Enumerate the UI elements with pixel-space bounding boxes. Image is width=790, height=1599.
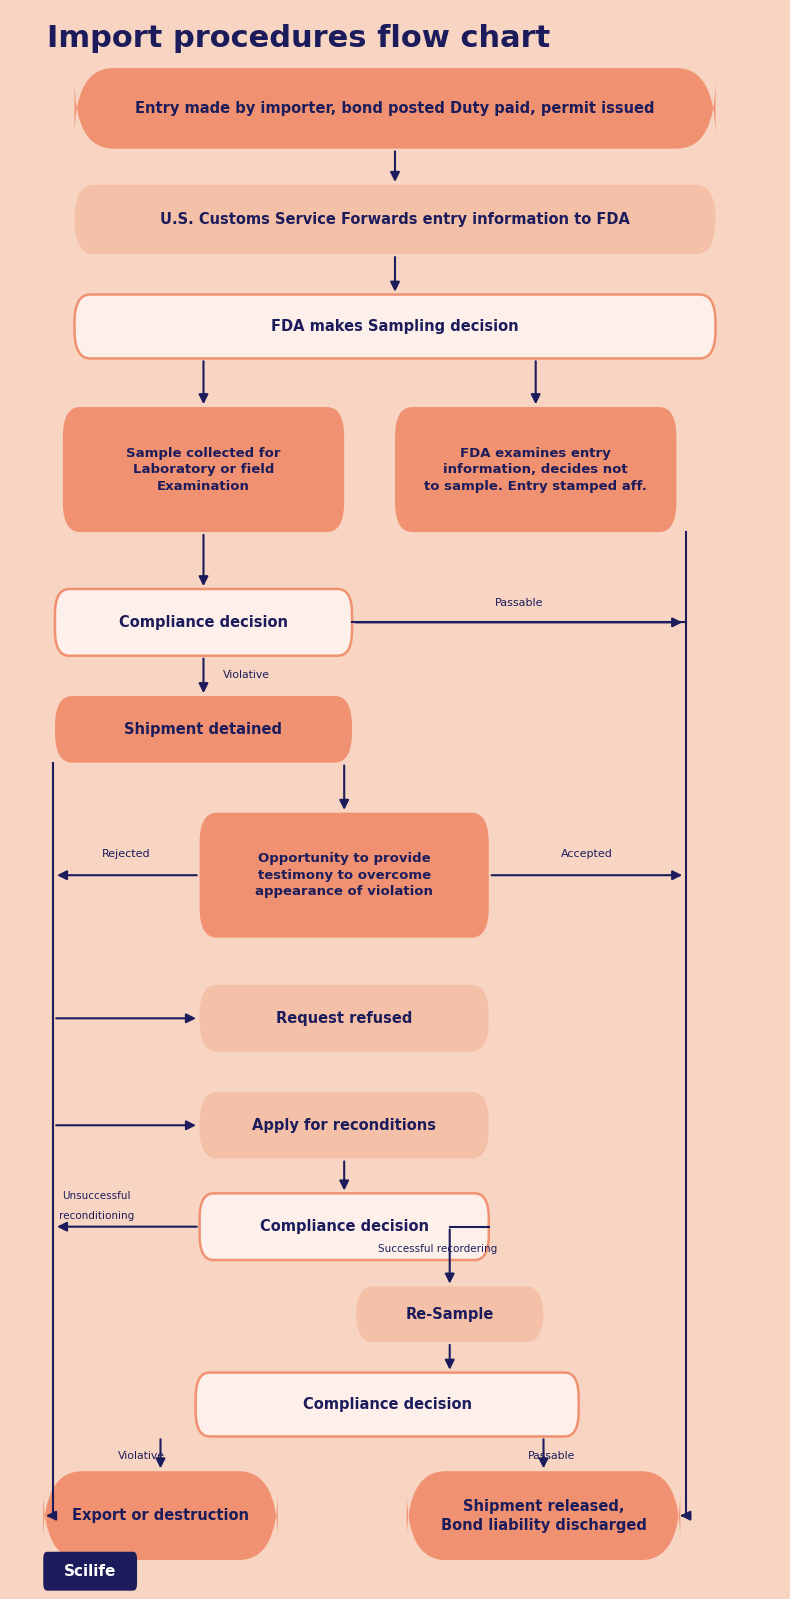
Text: Rejected: Rejected [102,849,151,859]
Text: FDA makes Sampling decision: FDA makes Sampling decision [271,318,519,334]
Text: Scilife: Scilife [64,1564,116,1578]
Text: reconditioning: reconditioning [58,1210,134,1220]
FancyBboxPatch shape [200,1092,489,1159]
Text: Import procedures flow chart: Import procedures flow chart [47,24,551,53]
FancyBboxPatch shape [196,1372,579,1436]
Text: Export or destruction: Export or destruction [72,1508,249,1524]
FancyBboxPatch shape [62,408,344,532]
FancyBboxPatch shape [200,985,489,1052]
FancyBboxPatch shape [395,408,676,532]
Text: Passable: Passable [528,1450,575,1461]
Text: Compliance decision: Compliance decision [260,1218,429,1234]
Text: U.S. Customs Service Forwards entry information to FDA: U.S. Customs Service Forwards entry info… [160,213,630,227]
FancyBboxPatch shape [43,1471,278,1561]
Text: Compliance decision: Compliance decision [119,616,288,630]
FancyBboxPatch shape [74,294,716,358]
Text: Successful recordering: Successful recordering [378,1244,498,1254]
Text: Compliance decision: Compliance decision [303,1398,472,1412]
Text: Violative: Violative [118,1450,164,1461]
FancyBboxPatch shape [356,1287,544,1342]
Text: Unsuccessful: Unsuccessful [62,1191,130,1201]
FancyBboxPatch shape [43,1551,137,1591]
FancyBboxPatch shape [200,1193,489,1260]
Text: Shipment released,
Bond liability discharged: Shipment released, Bond liability discha… [441,1498,646,1533]
FancyBboxPatch shape [74,69,716,149]
Text: Re-Sample: Re-Sample [405,1306,494,1322]
Text: Entry made by importer, bond posted Duty paid, permit issued: Entry made by importer, bond posted Duty… [135,101,655,115]
Text: FDA examines entry
information, decides not
to sample. Entry stamped aff.: FDA examines entry information, decides … [424,446,647,492]
Text: Request refused: Request refused [276,1011,412,1027]
FancyBboxPatch shape [55,588,352,656]
Text: Accepted: Accepted [562,849,613,859]
FancyBboxPatch shape [74,185,716,254]
Text: Apply for reconditions: Apply for reconditions [252,1118,436,1132]
FancyBboxPatch shape [55,696,352,763]
Text: Passable: Passable [495,598,544,608]
Text: Sample collected for
Laboratory or field
Examination: Sample collected for Laboratory or field… [126,446,280,492]
Text: Shipment detained: Shipment detained [125,721,283,737]
FancyBboxPatch shape [407,1471,680,1561]
Text: Violative: Violative [223,670,270,680]
Text: Opportunity to provide
testimony to overcome
appearance of violation: Opportunity to provide testimony to over… [255,852,433,899]
FancyBboxPatch shape [200,812,489,937]
